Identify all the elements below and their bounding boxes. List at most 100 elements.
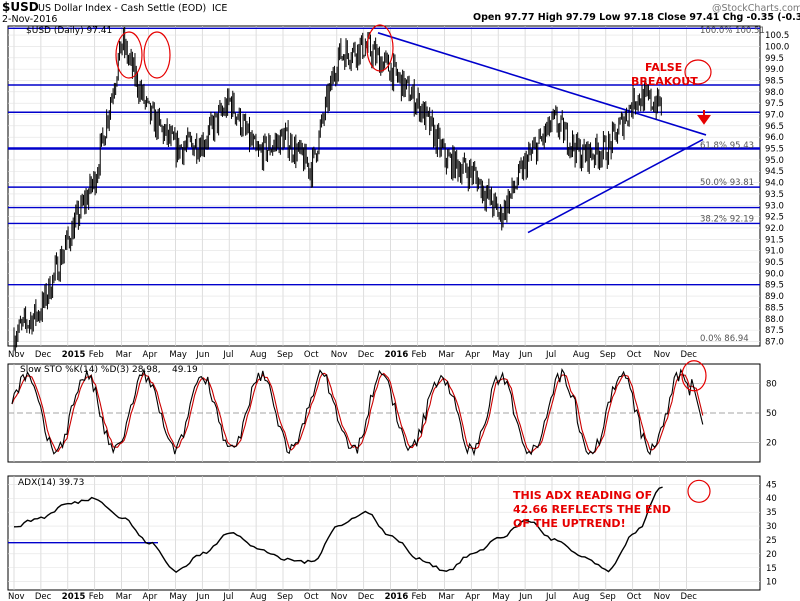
- y-tick-label: 98.0: [765, 88, 784, 98]
- ascending-trendline: [527, 138, 704, 234]
- y-tick-label: 89.5: [765, 281, 784, 291]
- stoch-y-tick: 20: [766, 438, 777, 448]
- highlight-circle: [684, 59, 712, 85]
- x-tick-label: Mar: [438, 592, 455, 601]
- x-tick-label: Dec: [681, 592, 698, 601]
- x-tick-label: Aug: [573, 350, 590, 360]
- x-tick-label: May: [492, 592, 510, 601]
- x-tick-label: Dec: [35, 350, 52, 360]
- adx-line: [13, 486, 663, 574]
- annotation-adx-1: THIS ADX READING OF: [513, 489, 652, 502]
- stoch-y-tick: 50: [766, 409, 777, 419]
- y-tick-label: 87.5: [765, 326, 784, 336]
- adx-y-tick: 20: [766, 550, 777, 560]
- fib-level-label: 0.0% 86.94: [700, 334, 749, 344]
- x-tick-label: Jul: [222, 350, 233, 360]
- stoch-legend-k: Slow STO %K(14) %D(3) 28.98,: [20, 365, 161, 375]
- y-tick-label: 92.0: [765, 224, 784, 234]
- x-tick-label: May: [492, 350, 510, 360]
- y-tick-label: 93.0: [765, 201, 784, 211]
- x-tick-label: 2016: [385, 350, 409, 360]
- y-tick-label: 97.0: [765, 111, 784, 121]
- y-tick-label: 99.0: [765, 65, 784, 75]
- fib-level-label: 38.2% 92.19: [700, 215, 754, 225]
- annotation-false: FALSE: [645, 61, 682, 74]
- x-tick-label: Sep: [600, 592, 616, 601]
- instrument-name: US Dollar Index - Cash Settle (EOD): [38, 3, 206, 14]
- x-tick-label: Nov: [331, 350, 348, 360]
- y-tick-label: 90.5: [765, 258, 784, 268]
- horizontal-support-lines: [8, 27, 760, 544]
- y-tick-label: 90.0: [765, 269, 784, 279]
- x-tick-label: Jul: [545, 592, 556, 601]
- x-tick-label: Oct: [304, 592, 319, 601]
- x-tick-label: Feb: [412, 592, 427, 601]
- ohlc-readout: Open 97.77 High 97.79 Low 97.18 Close 97…: [473, 12, 800, 23]
- descending-trendline: [377, 32, 707, 136]
- y-tick-label: 91.0: [765, 247, 784, 257]
- x-tick-label: 2015: [62, 592, 86, 601]
- x-tick-label: Aug: [573, 592, 590, 601]
- x-tick-label: Apr: [465, 592, 480, 601]
- adx-y-tick: 15: [766, 564, 777, 574]
- adx-y-tick: 35: [766, 508, 777, 518]
- adx-y-tick: 30: [766, 522, 777, 532]
- x-tick-label: Mar: [116, 350, 133, 360]
- y-tick-label: 88.0: [765, 315, 784, 325]
- annotation-breakout: BREAKOUT: [631, 75, 698, 88]
- x-tick-label: Oct: [304, 350, 319, 360]
- x-tick-label: Apr: [143, 592, 158, 601]
- panel-frame: [7, 25, 761, 347]
- chart-date: 2-Nov-2016: [2, 14, 57, 25]
- adx-y-tick: 40: [766, 494, 777, 504]
- adx-y-tick: 10: [766, 578, 777, 588]
- x-tick-label: Aug: [250, 350, 267, 360]
- annotation-adx-3: OF THE UPTREND!: [513, 517, 626, 530]
- y-tick-label: 100.5: [765, 31, 789, 41]
- adx-highlight-circle: [687, 479, 711, 503]
- fib-level-label: 61.8% 95.43: [700, 141, 754, 151]
- down-arrow-icon: [697, 110, 711, 125]
- x-tick-label: Jul: [222, 592, 233, 601]
- y-tick-label: 98.5: [765, 76, 784, 86]
- stoch-y-tick: 80: [766, 380, 777, 390]
- x-tick-label: Jul: [545, 350, 556, 360]
- adx-y-tick: 45: [766, 480, 777, 490]
- x-tick-label: Jun: [518, 592, 532, 601]
- y-tick-label: 99.5: [765, 54, 784, 64]
- x-tick-label: Jun: [195, 350, 209, 360]
- stoch-d-line: [11, 372, 704, 454]
- y-tick-label: 96.5: [765, 122, 784, 132]
- exchange: ICE: [212, 3, 227, 14]
- x-tick-label: Dec: [358, 592, 375, 601]
- highlight-circle: [143, 31, 171, 79]
- x-tick-label: Sep: [277, 592, 293, 601]
- x-tick-label: Feb: [89, 350, 104, 360]
- x-tick-label: May: [169, 592, 187, 601]
- x-tick-label: Feb: [89, 592, 104, 601]
- x-tick-label: May: [169, 350, 187, 360]
- x-tick-label: Sep: [277, 350, 293, 360]
- y-tick-label: 94.0: [765, 179, 784, 189]
- y-tick-label: 94.5: [765, 167, 784, 177]
- fib-level-label: 100.0% 100.51: [700, 26, 765, 36]
- y-tick-label: 88.5: [765, 303, 784, 313]
- highlight-circle: [115, 31, 143, 79]
- y-tick-label: 95.0: [765, 156, 784, 166]
- x-tick-label: Apr: [143, 350, 158, 360]
- grid-lines: [8, 26, 760, 590]
- x-tick-label: Oct: [627, 592, 642, 601]
- x-tick-label: Dec: [681, 350, 698, 360]
- annotation-adx-2: 42.66 REFLECTS THE END: [513, 503, 671, 516]
- price-legend: $USD (Daily) 97.41: [26, 26, 112, 36]
- x-tick-label: Nov: [331, 592, 348, 601]
- y-tick-label: 91.5: [765, 235, 784, 245]
- x-tick-label: 2016: [385, 592, 409, 601]
- stoch-legend-d: 49.19: [172, 365, 198, 375]
- series-layer: [11, 27, 704, 574]
- x-tick-label: Dec: [35, 592, 52, 601]
- y-tick-label: 89.0: [765, 292, 784, 302]
- stoch-k-line: [11, 367, 704, 457]
